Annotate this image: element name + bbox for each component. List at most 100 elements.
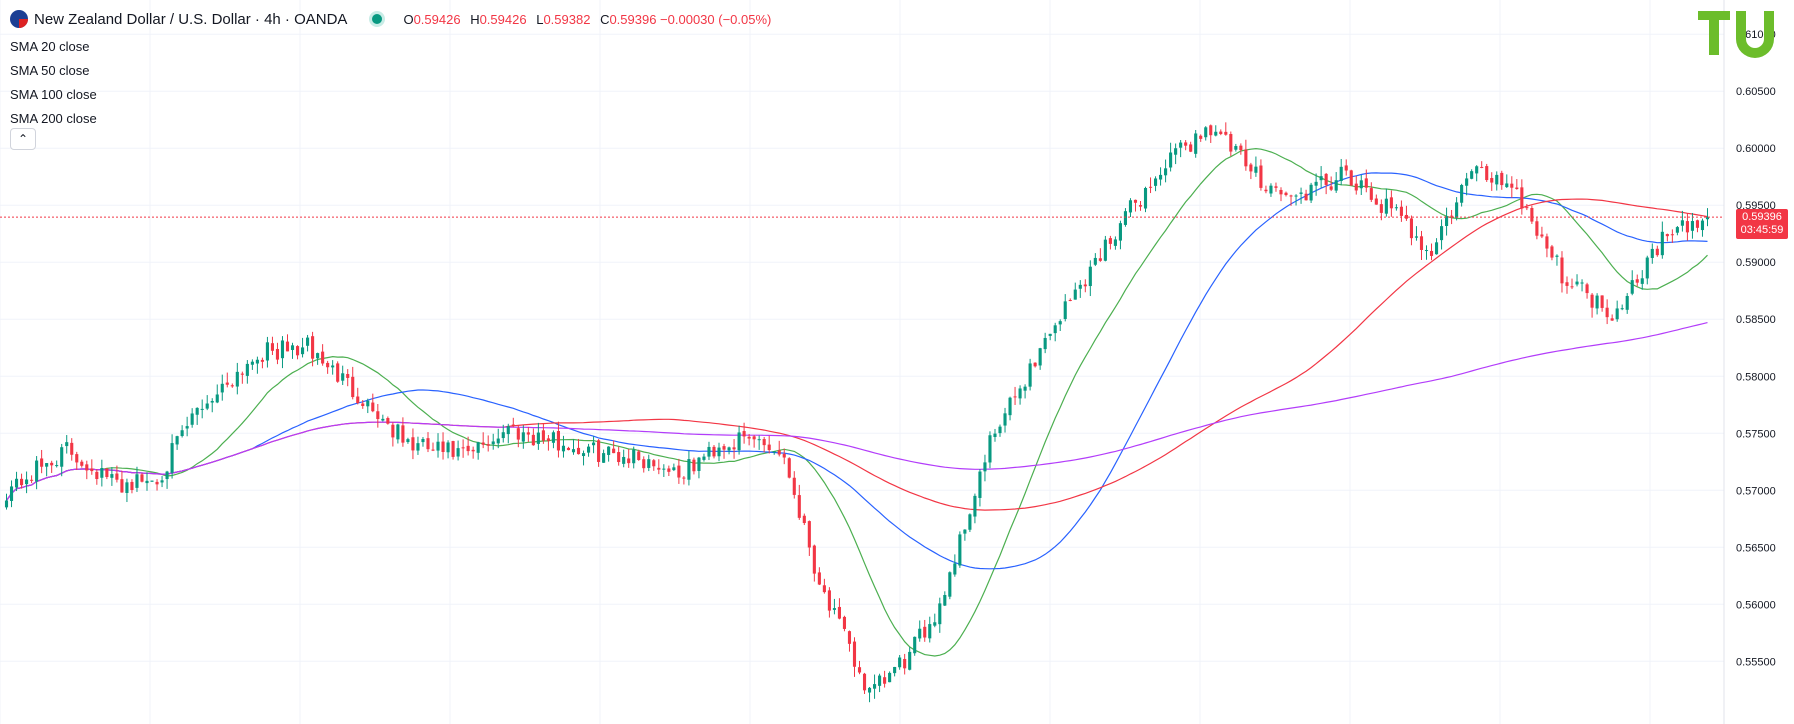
candle-body bbox=[792, 477, 796, 495]
candle-body bbox=[817, 572, 821, 585]
candle-body bbox=[1234, 146, 1238, 150]
candle-body bbox=[1630, 280, 1634, 294]
candle-body bbox=[1179, 142, 1183, 148]
candle-body bbox=[441, 441, 445, 452]
candle-body bbox=[1460, 185, 1464, 203]
candle-body bbox=[1103, 239, 1107, 261]
candle-body bbox=[1570, 286, 1574, 288]
candle-body bbox=[1620, 308, 1624, 310]
candle-body bbox=[536, 432, 540, 444]
candle-body bbox=[1650, 248, 1654, 258]
candle-body bbox=[275, 348, 280, 360]
indicator-sma50[interactable]: SMA 50 close bbox=[10, 59, 97, 83]
candle-body bbox=[587, 446, 591, 453]
candle-body bbox=[1560, 257, 1564, 284]
candle-body bbox=[240, 373, 244, 375]
candle-body bbox=[391, 424, 395, 438]
candle-body bbox=[657, 467, 661, 470]
candle-body bbox=[491, 441, 495, 445]
candle-body bbox=[170, 443, 174, 473]
candle-body bbox=[200, 408, 204, 410]
candle-body bbox=[80, 461, 84, 466]
candle-body bbox=[431, 449, 435, 451]
candle-body bbox=[1294, 195, 1298, 197]
candle-body bbox=[230, 385, 234, 387]
candle-body bbox=[1113, 239, 1117, 246]
candle-body bbox=[466, 445, 470, 452]
candle-body bbox=[501, 432, 505, 439]
candle-body bbox=[30, 479, 34, 481]
candle-body bbox=[1665, 234, 1669, 237]
candle-body bbox=[687, 459, 691, 480]
candle-body bbox=[581, 453, 586, 457]
candle-body bbox=[1685, 221, 1689, 233]
candle-body bbox=[471, 449, 475, 452]
candle-body bbox=[270, 343, 274, 351]
candle-body bbox=[752, 436, 756, 440]
candle-body bbox=[772, 451, 776, 453]
candle-body bbox=[597, 440, 601, 462]
candle-body bbox=[1555, 255, 1559, 257]
candle-body bbox=[371, 402, 375, 412]
candle-body bbox=[1334, 180, 1338, 191]
candle-body bbox=[1369, 188, 1373, 200]
candle-body bbox=[9, 486, 14, 501]
indicator-sma20[interactable]: SMA 20 close bbox=[10, 35, 97, 59]
candle-body bbox=[1063, 301, 1067, 320]
price-tick-label: 0.57500 bbox=[1736, 428, 1776, 440]
collapse-legend-button[interactable]: ⌃ bbox=[10, 128, 36, 150]
candle-body bbox=[747, 436, 751, 439]
candle-body bbox=[1580, 282, 1584, 284]
candle-body bbox=[908, 651, 912, 670]
price-axis[interactable]: 0.610000.605000.600000.595000.590000.585… bbox=[1736, 29, 1776, 668]
candle-body bbox=[867, 687, 872, 693]
candle-body bbox=[45, 463, 49, 467]
price-tick-label: 0.57000 bbox=[1736, 485, 1776, 497]
candle-body bbox=[1159, 174, 1163, 180]
candle-body bbox=[25, 479, 29, 485]
candle-body bbox=[1083, 284, 1087, 287]
price-tick-label: 0.55500 bbox=[1736, 656, 1776, 668]
sma-200-line bbox=[6, 322, 1708, 501]
candle-body bbox=[797, 495, 801, 518]
candle-body bbox=[1199, 135, 1203, 139]
candle-body bbox=[1339, 166, 1343, 182]
candle-body bbox=[1434, 242, 1439, 255]
candle-body bbox=[1424, 250, 1429, 252]
candle-body bbox=[757, 439, 761, 441]
indicator-sma100[interactable]: SMA 100 close bbox=[10, 83, 97, 107]
candle-body bbox=[682, 477, 686, 479]
symbol-title[interactable]: New Zealand Dollar / U.S. Dollar · 4h · … bbox=[34, 10, 348, 28]
indicator-sma200[interactable]: SMA 200 close bbox=[10, 107, 97, 131]
candle-body bbox=[1088, 266, 1092, 287]
candle-body bbox=[602, 453, 606, 463]
candle-body bbox=[1374, 198, 1378, 205]
candle-body bbox=[150, 480, 154, 482]
candle-body bbox=[1379, 204, 1383, 213]
indicator-name: SMA bbox=[10, 87, 38, 102]
candle-body bbox=[531, 434, 535, 446]
candle-body bbox=[1324, 173, 1328, 185]
candle-body bbox=[190, 413, 194, 425]
candle-body bbox=[652, 460, 656, 467]
candle-body bbox=[1605, 307, 1609, 318]
candle-body bbox=[556, 430, 561, 451]
candle-body bbox=[551, 432, 555, 443]
candle-body bbox=[672, 467, 676, 471]
candle-body bbox=[1184, 142, 1188, 146]
candle-body bbox=[541, 430, 545, 441]
last-price-label: 0.59396 03:45:59 bbox=[1736, 209, 1788, 240]
indicator-name: SMA bbox=[10, 111, 38, 126]
candle-body bbox=[1640, 278, 1644, 284]
candle-body bbox=[812, 545, 816, 574]
candle-body bbox=[617, 452, 621, 463]
indicator-name: SMA bbox=[10, 63, 38, 78]
candle-body bbox=[95, 471, 99, 480]
candle-body bbox=[1259, 165, 1263, 188]
candle-body bbox=[933, 622, 937, 626]
candle-body bbox=[847, 631, 852, 644]
candle-body bbox=[456, 448, 460, 457]
candle-body bbox=[180, 430, 184, 437]
candle-body bbox=[481, 442, 485, 445]
